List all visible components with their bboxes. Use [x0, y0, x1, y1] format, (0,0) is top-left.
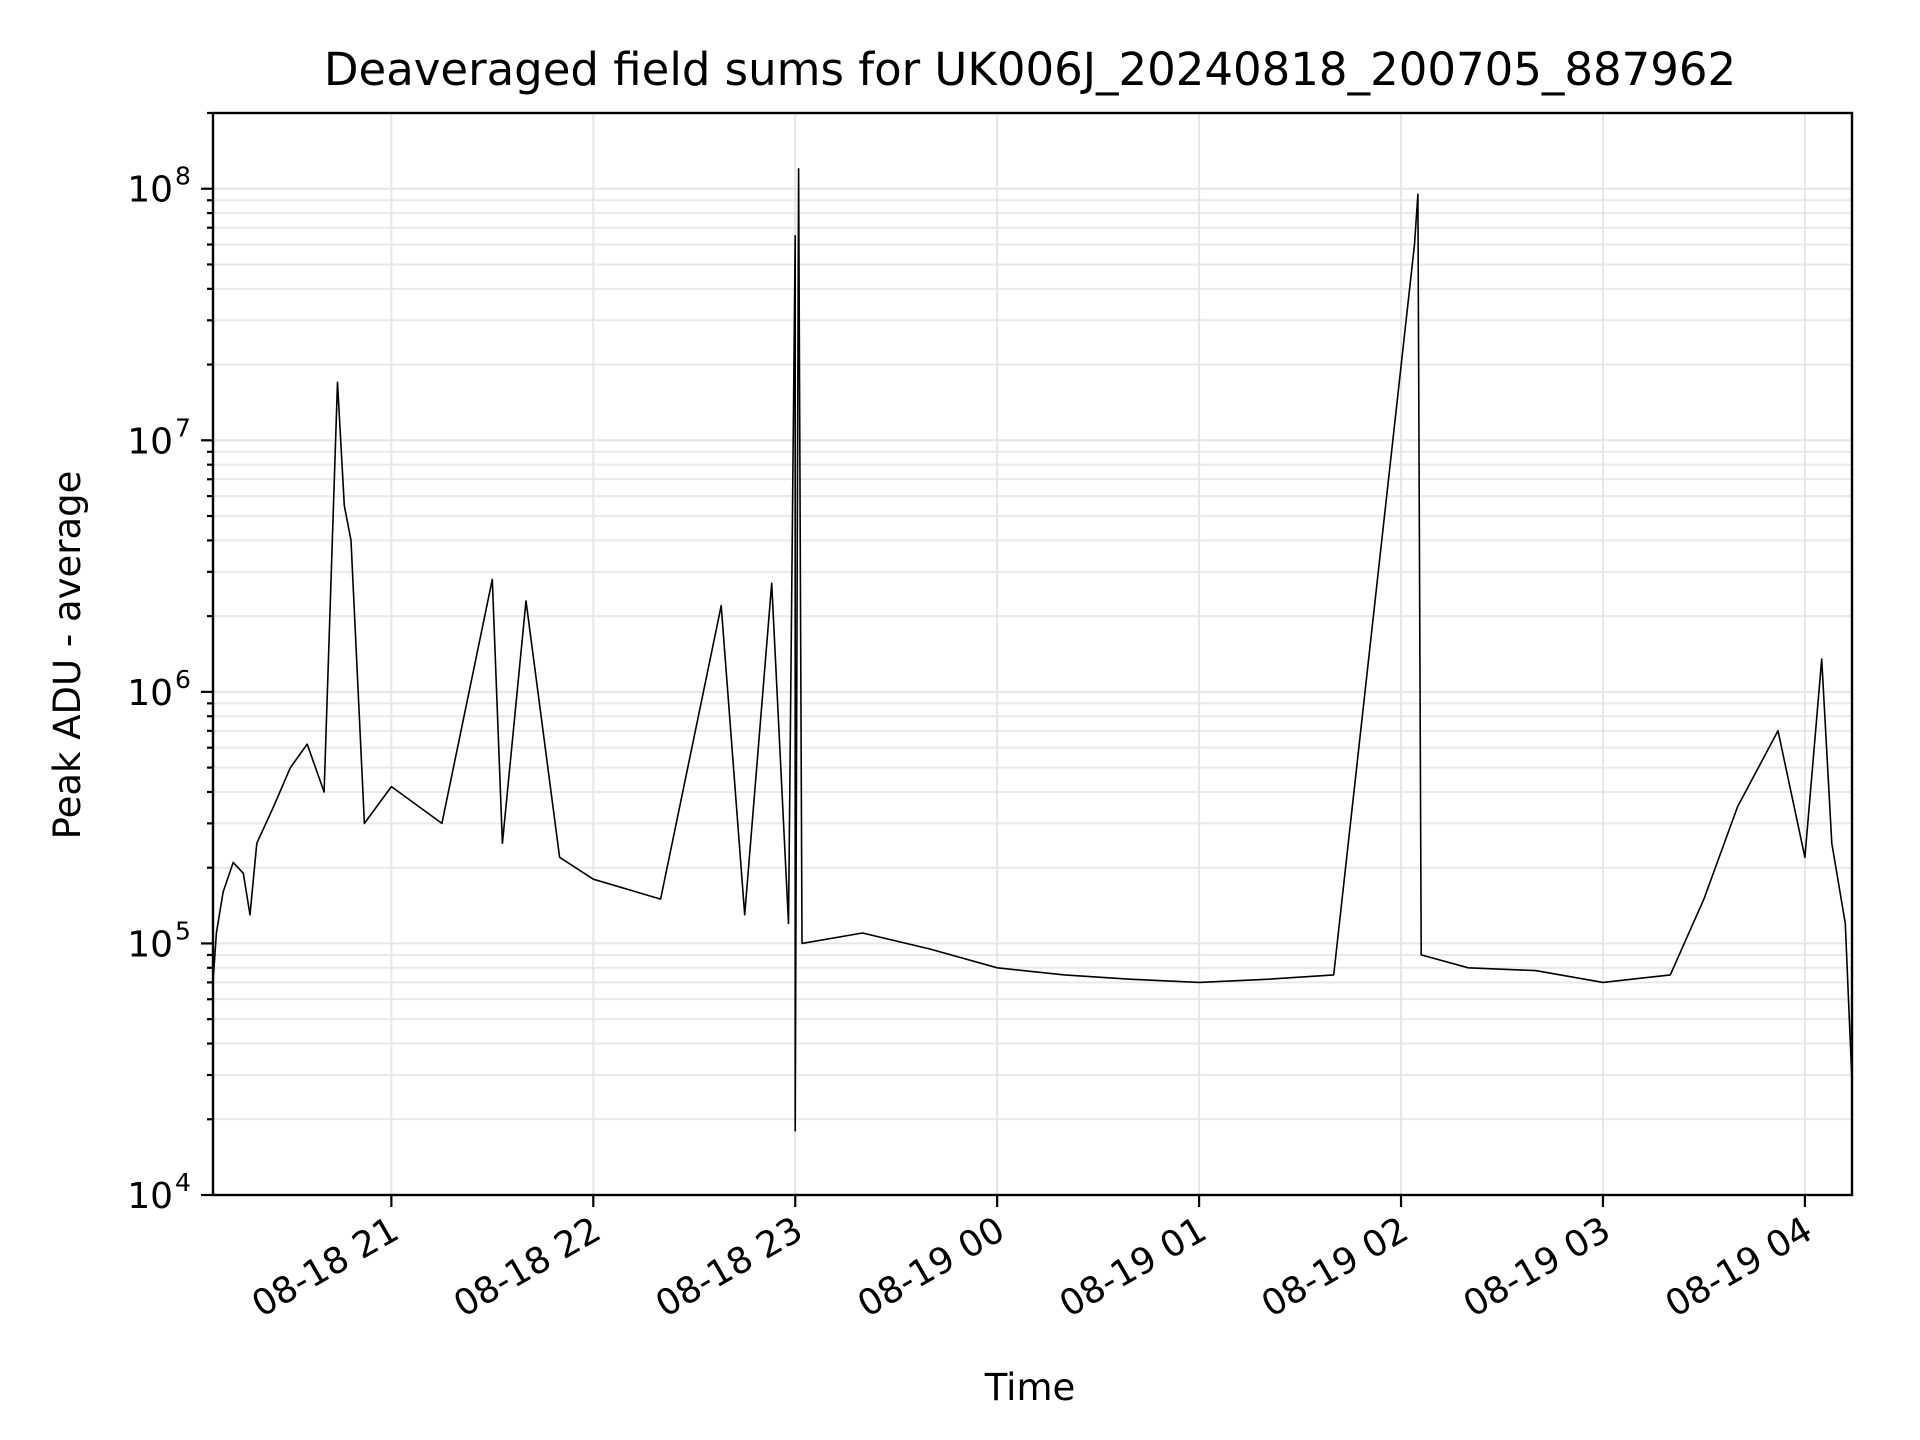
- y-tick-label: 10: [127, 1176, 173, 1217]
- y-axis-label: Peak ADU - average: [46, 471, 89, 840]
- y-tick-exponent: 4: [175, 1168, 191, 1197]
- y-tick-exponent: 5: [175, 916, 191, 945]
- series-group: [212, 168, 1853, 1132]
- y-tick-exponent: 7: [175, 413, 191, 442]
- grid: [213, 112, 1852, 1196]
- x-axis-label: Time: [984, 1366, 1076, 1409]
- y-tick-label: 10: [127, 673, 173, 714]
- y-tick-exponent: 8: [175, 162, 191, 191]
- y-tick-exponent: 6: [175, 665, 191, 694]
- y-tick-label: 10: [127, 924, 173, 965]
- y-tick-label: 10: [127, 170, 173, 211]
- series-line: [212, 168, 1853, 1132]
- chart-title: Deaveraged field sums for UK006J_2024081…: [324, 43, 1736, 96]
- plot-frame: [211, 111, 1854, 1197]
- y-tick-label: 10: [127, 421, 173, 462]
